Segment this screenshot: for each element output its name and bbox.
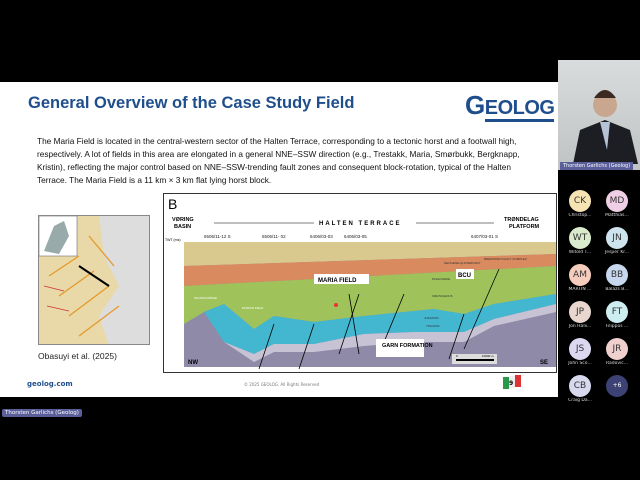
location-map <box>38 215 150 345</box>
participant-tile[interactable]: BB Balazs B... <box>599 264 635 300</box>
participant-tile[interactable]: FT Filippos ... <box>599 301 635 337</box>
avatar: BB <box>606 264 628 286</box>
svg-text:BCU: BCU <box>458 273 471 279</box>
avatar: WT <box>569 227 591 249</box>
avatar: JR <box>606 338 628 360</box>
svg-text:GARN FORMATION: GARN FORMATION <box>382 343 433 349</box>
participant-tile[interactable]: CK Christop... <box>562 190 598 226</box>
svg-text:PLATFORM: PLATFORM <box>509 224 540 230</box>
svg-text:SE: SE <box>540 360 548 366</box>
svg-text:BREMSTEIN FAULT COMPLEX: BREMSTEIN FAULT COMPLEX <box>484 257 527 261</box>
participant-tile[interactable]: JP Jon Halv... <box>562 301 598 337</box>
citation: Obasuyi et al. (2025) <box>38 351 117 361</box>
slide-paragraph: The Maria Field is located in the centra… <box>37 136 520 185</box>
presenter-name-tag: Thorsten Garlichs (Geolog) <box>2 409 82 417</box>
participant-tile[interactable]: JN Jesper Kr... <box>599 227 635 263</box>
participant-tile[interactable]: CB Craig Da... <box>562 375 598 411</box>
svg-text:NEOGENE-QUATERNARY: NEOGENE-QUATERNARY <box>444 261 481 265</box>
participant-tile[interactable]: MD Matthias... <box>599 190 635 226</box>
footer-url: geolog.com <box>27 380 73 388</box>
participant-name: Witold T... <box>568 250 592 255</box>
panel-label: B <box>168 196 177 212</box>
svg-text:PALEOGENE: PALEOGENE <box>432 277 450 281</box>
participant-tile[interactable]: JS John Sco... <box>562 338 598 374</box>
avatar: FT <box>606 301 628 323</box>
avatar: CK <box>569 190 591 212</box>
participant-name: Balazs B... <box>605 287 629 292</box>
avatar: MD <box>606 190 628 212</box>
participant-tile[interactable]: JR Radovic... <box>599 338 635 374</box>
svg-text:MORVIN FIELD: MORVIN FIELD <box>242 306 264 310</box>
more-participants-button[interactable]: +6 <box>599 375 635 411</box>
svg-text:CRETACEOUS: CRETACEOUS <box>432 294 453 298</box>
svg-text:HALTEN TERRACE: HALTEN TERRACE <box>319 221 402 227</box>
svg-text:9: 9 <box>509 380 513 387</box>
svg-text:6406/03-03: 6406/03-03 <box>310 234 333 239</box>
avatar: AM <box>569 264 591 286</box>
svg-text:6407/03-01 S: 6407/03-01 S <box>471 234 498 239</box>
geolog-logo: GEOLOG <box>465 90 555 122</box>
copyright: © 2025 GEOLOG. All Rights Reserved <box>244 382 320 387</box>
participant-name: MARTIN ... <box>568 287 592 292</box>
speaker-video[interactable]: Thorsten Garlichs (Geolog) <box>558 60 640 170</box>
svg-text:TWT (ms): TWT (ms) <box>165 238 181 242</box>
speaker-name: Thorsten Garlichs (Geolog) <box>560 162 634 170</box>
svg-text:TRØNDELAG: TRØNDELAG <box>504 217 539 223</box>
svg-text:VØRING: VØRING <box>172 217 194 223</box>
participant-name: Craig Da... <box>568 398 592 403</box>
svg-text:6506/11- 02: 6506/11- 02 <box>262 234 286 239</box>
svg-text:NW: NW <box>188 360 198 366</box>
svg-text:BASIN: BASIN <box>174 224 191 230</box>
avatar: JP <box>569 301 591 323</box>
svg-text:SKLINNA RIDGE: SKLINNA RIDGE <box>194 296 217 300</box>
svg-text:6406/03-05: 6406/03-05 <box>344 234 367 239</box>
page-number-flag-icon: 9 <box>503 374 521 389</box>
avatar: JN <box>606 227 628 249</box>
shared-slide: General Overview of the Case Study Field… <box>0 82 558 397</box>
svg-text:MARIA FIELD: MARIA FIELD <box>318 278 357 284</box>
participant-name: Filippos ... <box>605 324 629 329</box>
participant-tile[interactable]: WT Witold T... <box>562 227 598 263</box>
participant-tile[interactable]: AM MARTIN ... <box>562 264 598 300</box>
svg-text:0: 0 <box>456 354 458 358</box>
participant-name: Jon Halv... <box>568 324 592 329</box>
svg-text:TRIASSIC: TRIASSIC <box>426 324 441 328</box>
svg-text:6506/11-12 S: 6506/11-12 S <box>204 234 231 239</box>
participant-name: Radovic... <box>605 361 629 366</box>
avatar: JS <box>569 338 591 360</box>
svg-text:JURASSIC: JURASSIC <box>424 316 440 320</box>
avatar: +6 <box>606 375 628 397</box>
slide-title: General Overview of the Case Study Field <box>28 94 355 112</box>
participant-name: John Sco... <box>568 361 592 366</box>
avatar: CB <box>569 375 591 397</box>
participant-name: Matthias... <box>605 213 629 218</box>
cross-section-figure: B VØRING BASIN HALTEN TERRACE TRØNDELAG … <box>163 193 557 373</box>
participant-name: Jesper Kr... <box>604 250 630 255</box>
svg-text:10000 m: 10000 m <box>482 354 494 358</box>
participant-name: Christop... <box>568 213 592 218</box>
